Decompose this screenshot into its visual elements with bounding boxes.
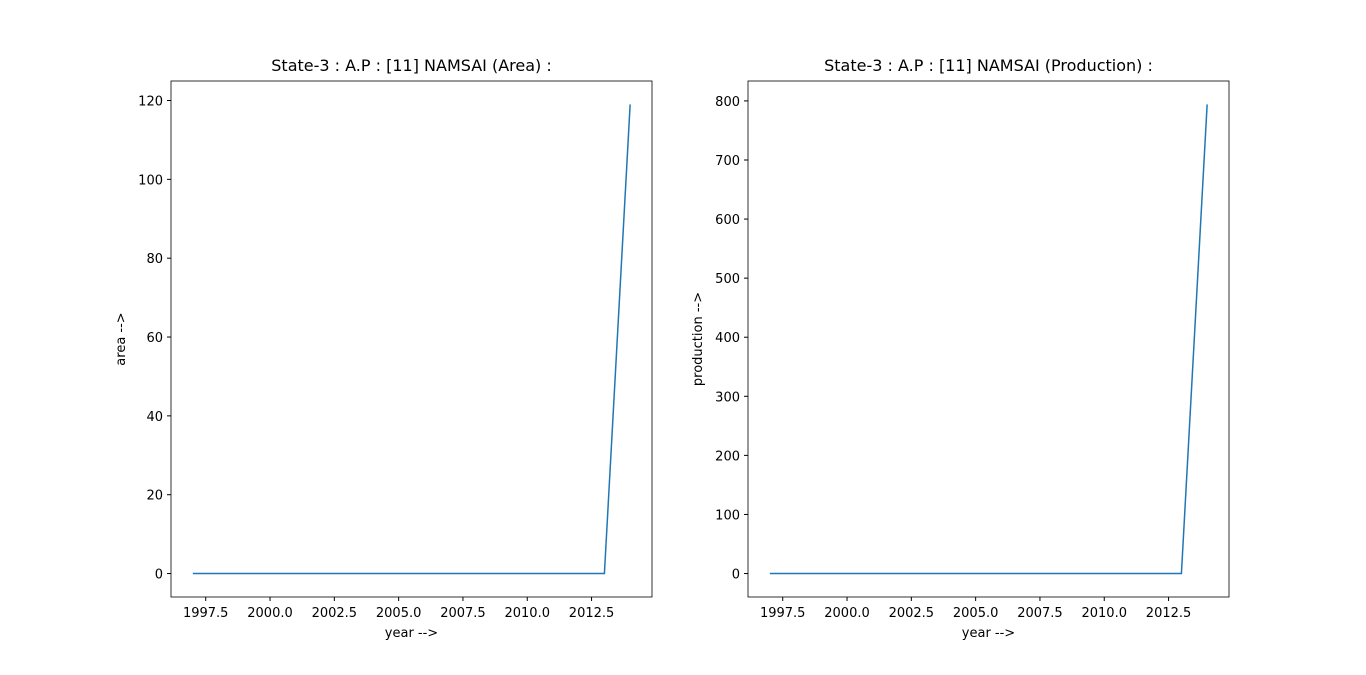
y-tick-label: 100 — [138, 173, 163, 188]
y-tick-label: 40 — [146, 410, 163, 425]
y-axis-label: production --> — [691, 292, 706, 386]
y-tick-label: 500 — [715, 272, 740, 287]
y-tick-label: 80 — [146, 252, 163, 267]
x-tick-label: 2007.5 — [1017, 606, 1063, 621]
y-tick-label: 20 — [146, 489, 163, 504]
y-tick-label: 200 — [715, 449, 740, 464]
x-tick-label: 2010.0 — [1081, 606, 1127, 621]
y-tick-label: 700 — [715, 154, 740, 169]
data-line — [192, 104, 631, 575]
axes-frame — [170, 80, 653, 598]
y-axis-label: area --> — [114, 312, 129, 365]
chart-title: State-3 : A.P : [11] NAMSAI (Area) : — [271, 56, 551, 75]
y-tick-label: 100 — [715, 508, 740, 523]
x-tick-label: 2012.5 — [569, 606, 615, 621]
y-tick-label: 300 — [715, 390, 740, 405]
axes-frame — [747, 80, 1230, 598]
y-tick-label: 0 — [732, 568, 740, 583]
x-tick-label: 2010.0 — [504, 606, 550, 621]
x-tick-label: 1997.5 — [183, 606, 229, 621]
data-line — [769, 104, 1208, 575]
x-tick-label: 2002.5 — [312, 606, 358, 621]
x-tick-label: 2000.0 — [824, 606, 870, 621]
x-tick-label: 2012.5 — [1146, 606, 1192, 621]
y-tick-label: 600 — [715, 213, 740, 228]
y-tick-label: 800 — [715, 95, 740, 110]
x-tick-label: 2005.0 — [953, 606, 999, 621]
x-axis-label: year --> — [962, 626, 1015, 641]
x-tick-label: 2002.5 — [889, 606, 935, 621]
y-tick-label: 0 — [155, 568, 163, 583]
y-tick-label: 60 — [146, 331, 163, 346]
x-tick-label: 2007.5 — [440, 606, 486, 621]
x-tick-label: 2005.0 — [376, 606, 422, 621]
x-axis-label: year --> — [385, 626, 438, 641]
chart-title: State-3 : A.P : [11] NAMSAI (Production)… — [824, 56, 1153, 75]
x-tick-label: 2000.0 — [247, 606, 293, 621]
y-tick-label: 400 — [715, 331, 740, 346]
y-tick-label: 120 — [138, 95, 163, 110]
x-tick-label: 1997.5 — [760, 606, 806, 621]
